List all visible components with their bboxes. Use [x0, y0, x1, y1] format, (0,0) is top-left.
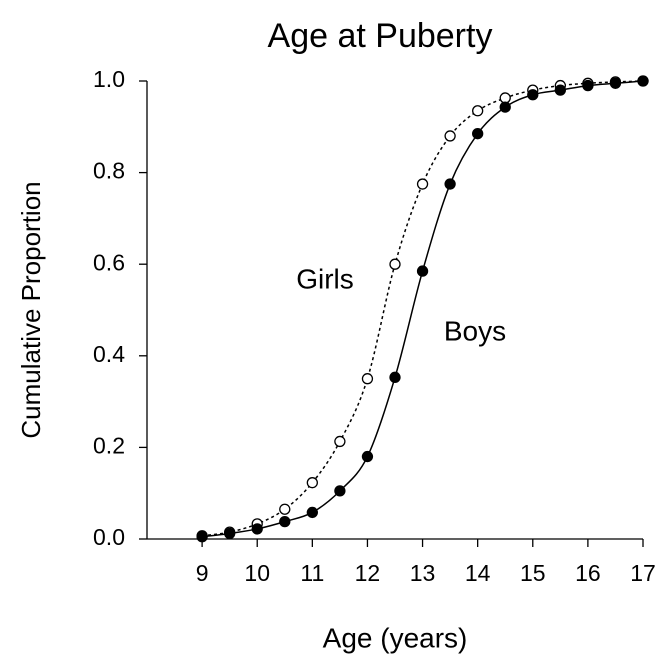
x-tick-label: 16 — [575, 560, 601, 586]
data-point — [554, 84, 566, 96]
data-point — [306, 506, 318, 519]
x-tick-label: 11 — [300, 560, 324, 586]
y-tick-label: 0.2 — [93, 432, 125, 458]
x-tick-label: 13 — [410, 560, 436, 586]
data-point — [334, 435, 346, 448]
x-tick-label: 15 — [520, 560, 546, 586]
chart-title: Age at Puberty — [268, 17, 493, 55]
data-point — [224, 527, 236, 540]
y-tick-label: 0.0 — [93, 524, 125, 550]
data-point — [251, 523, 263, 535]
data-point — [416, 178, 429, 190]
data-point — [472, 128, 484, 140]
data-point — [389, 371, 401, 383]
data-point — [499, 92, 511, 104]
y-tick-label: 1.0 — [93, 66, 125, 92]
data-point — [582, 79, 594, 92]
series-label: Boys — [444, 315, 506, 346]
data-point — [416, 265, 429, 277]
data-point — [444, 178, 456, 190]
x-tick-label: 14 — [465, 560, 491, 586]
data-point — [334, 485, 346, 497]
series-label: Girls — [296, 263, 354, 294]
data-point — [444, 130, 456, 142]
y-axis-label: Cumulative Proportion — [16, 181, 46, 438]
x-tick-label: 10 — [244, 560, 270, 586]
y-tick-label: 0.4 — [93, 341, 125, 367]
y-tick-label: 0.8 — [93, 158, 125, 184]
data-point — [279, 503, 291, 515]
data-point — [306, 477, 318, 489]
x-axis-label: Age (years) — [323, 622, 468, 653]
x-tick-label: 9 — [196, 560, 209, 586]
y-tick-label: 0.6 — [93, 249, 125, 275]
series-line — [202, 80, 644, 537]
data-point — [609, 77, 622, 89]
data-point — [389, 258, 401, 270]
data-point — [637, 75, 649, 87]
x-tick-label: 12 — [355, 560, 381, 586]
data-point — [472, 105, 484, 117]
data-point — [279, 515, 291, 528]
x-tick-label: 17 — [630, 560, 656, 586]
data-point — [499, 101, 511, 113]
data-point — [196, 531, 208, 543]
data-point — [361, 450, 374, 463]
data-point — [527, 89, 539, 101]
data-point — [361, 373, 374, 385]
series-line — [202, 80, 644, 538]
